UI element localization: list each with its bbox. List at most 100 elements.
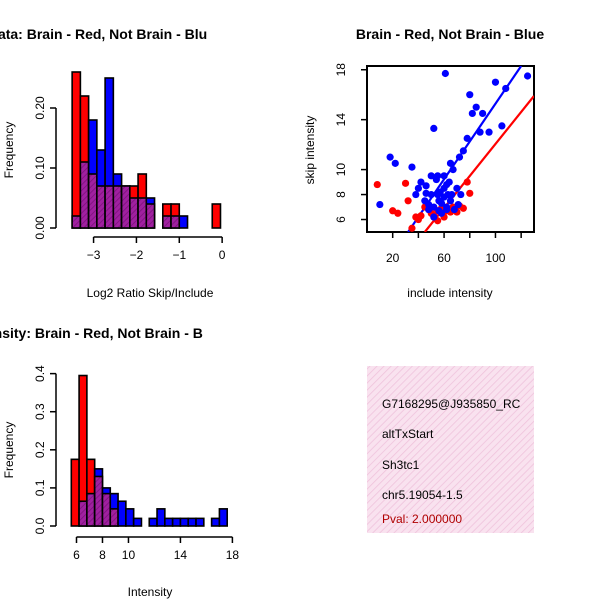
brain-point xyxy=(404,197,412,205)
intensity-bars xyxy=(70,374,229,527)
scatter-y-label: skip intensity xyxy=(303,116,317,185)
p-value: Pval: 2.000000 xyxy=(382,512,462,526)
intensity-x-tick-label: 6 xyxy=(73,548,80,562)
not-brain-point xyxy=(440,193,448,201)
intensity-overlap-bar xyxy=(78,500,88,527)
not-brain-point xyxy=(454,200,462,209)
ratio-overlap-bar xyxy=(112,185,123,229)
brain-point xyxy=(394,209,402,217)
not-brain-point xyxy=(412,190,420,199)
brain-point xyxy=(373,180,381,189)
not-brain-point xyxy=(408,163,416,171)
ratio-y-axis: 0.00 0.10 0.20 xyxy=(33,96,57,240)
ratio-overlap-bar xyxy=(137,197,148,229)
info-panel-background xyxy=(367,366,534,533)
intensity-scatter: Brain - Red, Not Brain - Blue 20 60 100 6 8… xyxy=(303,26,544,300)
ratio-overlap-bar xyxy=(79,161,90,229)
intensity-bar xyxy=(156,508,166,527)
scatter-frame xyxy=(366,65,535,233)
ratio-bar xyxy=(71,71,82,229)
not-brain-point xyxy=(441,69,449,78)
not-brain-point xyxy=(466,91,474,99)
not-brain-point xyxy=(459,147,467,155)
intensity-x-label: Intensity xyxy=(128,585,173,599)
intensity-x-tick-label: 10 xyxy=(122,548,136,562)
ratio-y-tick-label: 0.10 xyxy=(33,156,47,180)
ratio-bars xyxy=(71,71,222,229)
intensity-y-axis: 0.0 0.1 0.2 0.3 0.4 xyxy=(33,365,57,534)
ratio-y-label: Frequency xyxy=(2,122,16,179)
intensity-bar xyxy=(70,458,80,527)
ratio-bar xyxy=(178,215,189,229)
scatter-y-axis: 6 8 10 14 18 xyxy=(334,63,367,223)
not-brain-point xyxy=(414,184,422,192)
brain-point xyxy=(401,179,410,187)
ratio-overlap-bar xyxy=(87,173,98,229)
not-brain-point xyxy=(468,109,476,118)
brain-point xyxy=(417,212,425,220)
not-brain-point xyxy=(422,182,430,190)
scatter-y-tick-label: 10 xyxy=(334,163,348,177)
scatter-y-tick-label: 18 xyxy=(334,63,348,77)
ratio-x-tick-label: −1 xyxy=(172,248,186,262)
brain-point xyxy=(408,224,416,232)
ratio-x-tick-label: −2 xyxy=(130,248,144,262)
ratio-x-tick-label: −3 xyxy=(87,248,101,262)
not-brain-point xyxy=(443,205,451,214)
ratio-overlap-bar xyxy=(129,197,139,229)
intensity-bar xyxy=(117,500,127,527)
ratio-overlap-bar xyxy=(104,185,115,229)
not-brain-point xyxy=(485,128,493,136)
not-brain-point xyxy=(434,172,442,180)
scatter-x-tick-label: 60 xyxy=(437,251,451,265)
intensity-bar xyxy=(179,517,190,527)
not-brain-point xyxy=(457,190,465,199)
not-brain-point xyxy=(453,184,461,192)
intensity-bar xyxy=(210,517,221,527)
not-brain-point xyxy=(450,205,458,214)
not-brain-point xyxy=(427,172,435,180)
not-brain-point xyxy=(446,197,455,205)
ratio-overlap-bar xyxy=(96,185,106,229)
intensity-bar xyxy=(195,517,205,527)
scatter-x-tick-label: 100 xyxy=(485,251,505,265)
ratio-overlap-bar xyxy=(71,215,82,229)
brain-point xyxy=(466,189,474,197)
not-brain-point xyxy=(502,84,510,93)
intensity-histogram: ne Itensity: Brain - Red, Not Brain - B … xyxy=(0,325,239,599)
not-brain-point xyxy=(448,190,456,199)
not-brain-point xyxy=(446,159,455,167)
genomic-location: chr5.19054-1.5 xyxy=(382,488,463,502)
not-brain-point xyxy=(430,124,438,133)
ratio-y-tick-label: 0.00 xyxy=(33,216,47,240)
ratio-x-axis: −3 −2 −1 0 xyxy=(87,236,226,262)
intensity-x-tick-label: 8 xyxy=(99,548,106,562)
ratio-y-tick-label: 0.20 xyxy=(33,96,47,120)
ratio-overlap-bar xyxy=(170,215,181,229)
intensity-y-tick-label: 0.4 xyxy=(33,365,47,382)
scatter-x-label: include intensity xyxy=(407,286,492,300)
intensity-overlap-bar xyxy=(101,492,112,527)
info-panel: G7168295@J935850_RC altTxStart Sh3tc1 ch… xyxy=(367,366,534,533)
not-brain-point xyxy=(455,153,464,161)
not-brain-point xyxy=(491,78,500,86)
ratio-overlap-bar xyxy=(161,215,172,229)
intensity-x-tick-label: 18 xyxy=(226,548,240,562)
ratio-overlap-bar xyxy=(120,185,131,229)
intensity-bar xyxy=(125,508,135,527)
probe-id: G7168295@J935850_RC xyxy=(382,397,521,411)
intensity-overlap-bar xyxy=(93,475,104,527)
not-brain-point xyxy=(479,109,487,118)
not-brain-point xyxy=(498,122,506,130)
event-type: altTxStart xyxy=(382,427,434,441)
scatter-y-tick-label: 8 xyxy=(334,191,348,198)
not-brain-point xyxy=(425,200,433,209)
not-brain-point xyxy=(472,103,480,111)
intensity-y-tick-label: 0.3 xyxy=(33,403,47,420)
scatter-x-axis: 20 60 100 xyxy=(386,232,522,265)
not-brain-point xyxy=(391,159,399,167)
intensity-overlap-bar xyxy=(109,508,119,527)
not-brain-point xyxy=(430,213,438,221)
intensity-y-tick-label: 0.0 xyxy=(33,517,47,534)
